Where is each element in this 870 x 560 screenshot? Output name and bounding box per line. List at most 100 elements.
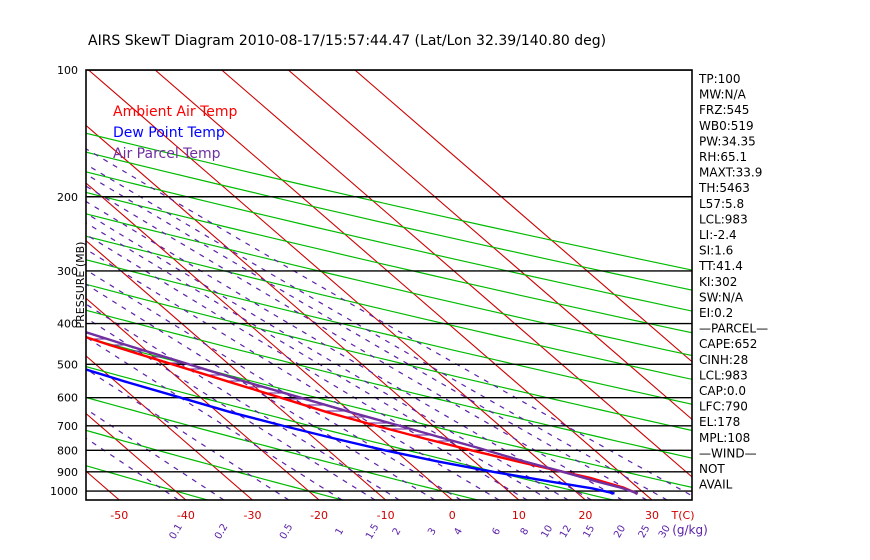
pressure-axis-title: PRESSURE (MB) [74, 242, 87, 329]
temperature-axis-title: T(C) [671, 509, 695, 522]
dry-adiabat-line [86, 396, 478, 500]
bottom-temp-tick-label: 0 [449, 509, 456, 522]
index-line: TH:5463 [698, 181, 750, 195]
mixing-ratio-line [86, 222, 550, 500]
sounding-curve-air-parcel-temp [86, 330, 639, 495]
dry-adiabat-line [86, 309, 692, 459]
pressure-tick-label: 500 [57, 358, 78, 371]
mixing-ratio-line [86, 368, 290, 500]
dry-adiabat-lines [86, 132, 692, 500]
mixing-ratio-tick-label: 4 [452, 526, 465, 537]
mixing-ratio-line [86, 283, 436, 500]
mixing-ratio-line [86, 148, 692, 497]
pressure-tick-label: 700 [57, 420, 78, 433]
dry-adiabat-line [86, 213, 692, 357]
isotherm-line [154, 70, 653, 500]
pressure-tick-label: 800 [57, 444, 78, 457]
mixing-ratio-tick-label: 8 [519, 526, 532, 537]
bottom-temp-tick-label: 20 [578, 509, 592, 522]
dry-adiabat-line [86, 191, 692, 334]
pressure-tick-label: 1000 [50, 485, 78, 498]
mixing-ratio-axis-title: (g/kg) [672, 523, 708, 537]
index-line: MW:N/A [699, 88, 747, 102]
page-title: AIRS SkewT Diagram 2010-08-17/15:57:44.4… [88, 33, 606, 49]
index-line: LFC:790 [699, 400, 748, 414]
index-line: L57:5.8 [699, 197, 744, 211]
sounding-curves [86, 330, 639, 495]
mixing-ratio-tick-label: 2 [391, 526, 404, 537]
bottom-temp-tick-label: 30 [645, 509, 659, 522]
legend-item-0: Ambient Air Temp [113, 104, 238, 120]
index-line: TT:41.4 [698, 259, 743, 273]
plot-frame [85, 69, 693, 501]
index-line: EL:178 [699, 415, 740, 429]
dry-adiabat-line [86, 465, 208, 500]
bottom-temp-tick-label: 10 [512, 509, 526, 522]
pressure-tick-label: 300 [57, 265, 78, 278]
dry-adiabat-line [86, 151, 692, 291]
bottom-temp-tick-label: -30 [243, 509, 261, 522]
mixing-ratio-lines [86, 148, 692, 500]
index-line: PW:34.35 [699, 134, 756, 148]
mixing-ratio-line [86, 303, 400, 500]
mixing-ratio-line [86, 163, 668, 500]
mixing-ratio-line [86, 336, 343, 500]
mixing-ratio-line [86, 248, 500, 500]
dry-adiabat-line [86, 429, 343, 500]
index-line: KI:302 [699, 275, 737, 289]
pressure-tick-label: 400 [57, 318, 78, 331]
isotherm-lines [86, 70, 692, 500]
mixing-ratio-line [86, 212, 569, 500]
index-line: LI:-2.4 [699, 228, 737, 242]
legend-item-2: Air Parcel Temp [113, 146, 221, 162]
isotherm-line [354, 70, 692, 363]
bottom-temp-tick-label: -10 [377, 509, 395, 522]
bottom-temp-tick-label: -20 [310, 509, 328, 522]
index-line: AVAIL [699, 478, 733, 492]
dry-adiabat-line [86, 283, 692, 432]
index-line: NOT [699, 462, 725, 476]
index-line: —PARCEL— [699, 322, 768, 336]
pressure-axis-ticks: 100 200 300 400 500 600 700 800 900 1000 [50, 64, 78, 498]
mixing-ratio-line [86, 317, 376, 500]
isotherm-line [86, 355, 253, 500]
dry-adiabat-line [86, 132, 692, 271]
bottom-temp-tick-label: -50 [110, 509, 128, 522]
isotherm-line [221, 70, 692, 478]
mixing-ratio-line [86, 185, 623, 500]
pressure-tick-label: 600 [57, 392, 78, 405]
legend: Ambient Air Temp Dew Point Temp Air Parcel… [113, 104, 238, 162]
mixing-ratio-tick-label: 6 [491, 526, 504, 537]
index-line: SW:N/A [699, 290, 744, 304]
isotherm-line [86, 182, 453, 500]
isotherm-line [86, 239, 387, 500]
mixing-ratio-line [86, 233, 528, 500]
dry-adiabat-line [86, 259, 692, 405]
index-line: RH:65.1 [699, 150, 747, 164]
mixing-ratio-tick-label: 3 [426, 526, 439, 537]
index-line: LCL:983 [699, 368, 748, 382]
isotherm-line [86, 124, 520, 500]
dry-adiabat-line [86, 235, 692, 380]
mixing-ratio-line [86, 200, 592, 500]
bottom-temperature-ticks: -50 -40 -30 -20 -10 0 10 20 30 [110, 509, 659, 522]
index-line: LCL:983 [699, 212, 748, 226]
index-line: TP:100 [698, 72, 741, 86]
pressure-tick-label: 900 [57, 466, 78, 479]
isotherm-line [86, 297, 320, 500]
index-line: CINH:28 [699, 353, 748, 367]
index-line: WB0:519 [699, 119, 754, 133]
index-line: FRZ:545 [699, 103, 749, 117]
index-line: EI:0.2 [699, 306, 733, 320]
isotherm-line [287, 70, 692, 421]
pressure-tick-label: 200 [57, 191, 78, 204]
bottom-temp-tick-label: -40 [177, 509, 195, 522]
isotherm-line [88, 70, 586, 500]
index-line: MAXT:33.9 [699, 166, 762, 180]
mixing-ratio-tick-label: 1 [334, 526, 347, 537]
isotherm-line [86, 412, 187, 500]
index-line: —WIND— [699, 446, 757, 460]
